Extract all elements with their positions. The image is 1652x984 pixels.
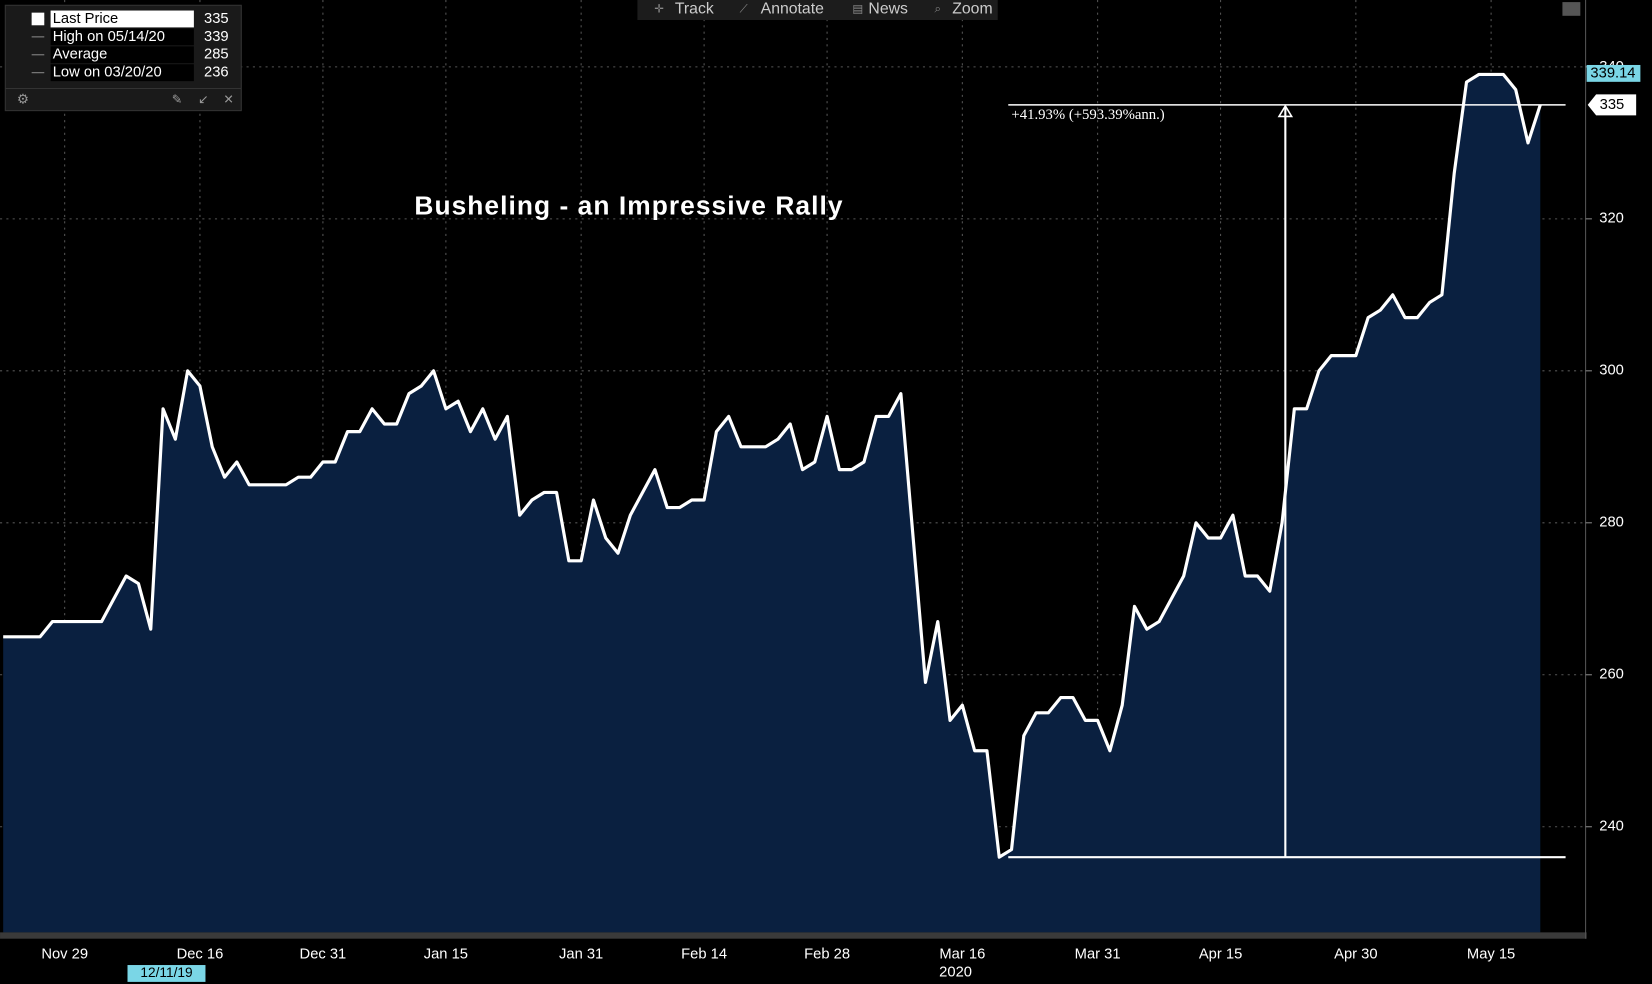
- toolbar-button[interactable]: Annotate: [761, 1, 824, 18]
- resize-icon[interactable]: ↙: [198, 92, 209, 106]
- x-tick-label: Jan 15: [424, 946, 468, 962]
- price-line: [3, 72, 1542, 859]
- date-tag: 12/11/19: [140, 965, 192, 980]
- arrow-head: [1277, 104, 1294, 118]
- y-tick-label: 260: [1599, 667, 1624, 683]
- x-tick-label: Dec 31: [300, 946, 347, 962]
- plot: [0, 0, 1586, 933]
- y-tick-label: 280: [1599, 515, 1624, 531]
- x-tick-label: Nov 29: [41, 946, 88, 962]
- legend-swatch: [31, 12, 45, 26]
- toolbar-items: ✛ Track ⟋ Annotate ▤ News ⌕ Zoom: [654, 1, 992, 18]
- area-fill: [3, 74, 1541, 933]
- y-tick-label: 300: [1599, 363, 1624, 379]
- toolbar-button[interactable]: Zoom: [952, 1, 992, 18]
- toolbar: [637, 0, 998, 21]
- pin-icon[interactable]: ✎: [172, 92, 183, 106]
- legend-label-bg: [50, 46, 194, 64]
- x-tick-label: Feb 14: [681, 946, 727, 962]
- x-tick-label: Apr 30: [1334, 946, 1377, 962]
- high-tag-bg: [1586, 64, 1641, 82]
- legend-label-bg: [50, 64, 194, 82]
- year-label: 2020: [939, 964, 972, 980]
- toolbar-button[interactable]: Track: [675, 1, 714, 18]
- legend-value: 285: [204, 47, 229, 63]
- close-icon[interactable]: ✕: [223, 92, 234, 106]
- last-tag-bg: [1587, 94, 1637, 116]
- toolbar-icon: ⟋: [740, 4, 749, 16]
- date-tag-bg: [127, 965, 206, 982]
- x-tick-label: May 15: [1467, 946, 1515, 962]
- toolbar-button[interactable]: News: [868, 1, 908, 18]
- x-tick-label: Feb 28: [804, 946, 850, 962]
- high-tag: 339.14: [1590, 65, 1635, 81]
- last-tag: 335: [1600, 97, 1625, 113]
- toolbar-icon: ✛: [654, 4, 664, 16]
- x-tick-label: Mar 16: [939, 946, 985, 962]
- legend-value: 236: [204, 65, 229, 81]
- toolbar-icon: ⌕: [935, 4, 941, 16]
- x-tick-label: Apr 15: [1199, 946, 1242, 962]
- legend-label: High on 05/14/20: [53, 29, 165, 45]
- legend: Last Price 335 High on 05/14/20 339 Average 2…: [31, 10, 229, 82]
- menu-button[interactable]: [1562, 2, 1581, 16]
- legend-label: Low on 03/20/20: [53, 65, 162, 81]
- legend-label: Average: [53, 47, 108, 63]
- x-tick-label: Jan 31: [559, 946, 603, 962]
- chart-title: Busheling - an Impressive Rally: [414, 190, 843, 220]
- legend-value: 339: [204, 29, 229, 45]
- settings-icon[interactable]: ⚙: [17, 92, 29, 107]
- y-tick-label: 240: [1599, 819, 1624, 835]
- legend-label-bg: [50, 10, 194, 28]
- toolbar-icon: ▤: [852, 4, 863, 16]
- legend-label-bg: [50, 28, 194, 46]
- range-label: +41.93% (+593.39%ann.): [1011, 107, 1164, 123]
- x-tick-label: Mar 31: [1075, 946, 1121, 962]
- legend-value: 335: [204, 11, 229, 27]
- legend-label: Last Price: [53, 11, 119, 27]
- x-tick-label: Dec 16: [177, 946, 224, 962]
- y-tick-label: 320: [1599, 211, 1624, 227]
- x-axis-band: [0, 932, 1587, 939]
